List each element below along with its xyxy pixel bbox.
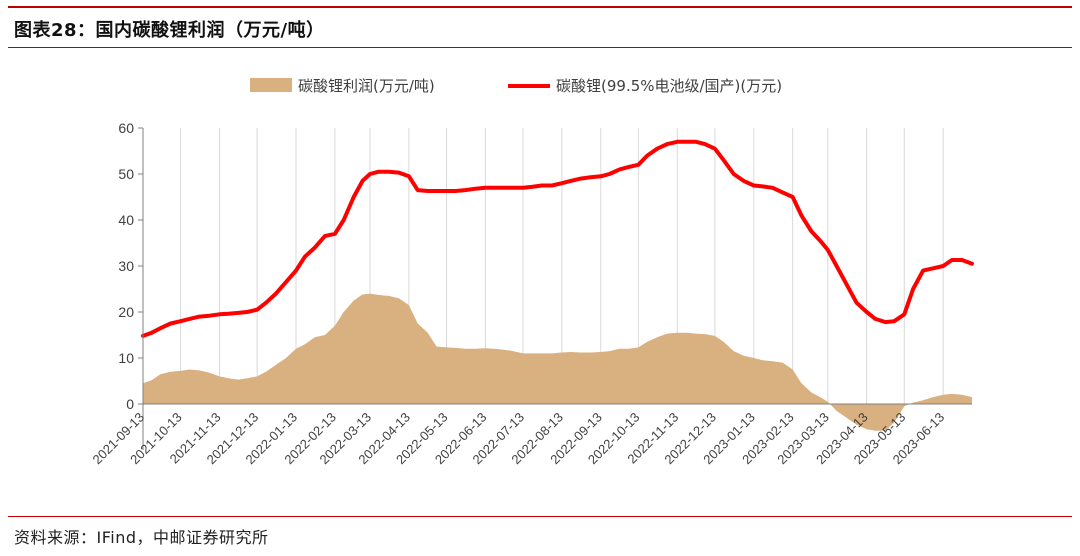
y-tick-label: 0 [126,396,134,412]
y-tick-label: 30 [118,258,134,274]
legend-label-profit: 碳酸锂利润(万元/吨) [298,77,435,95]
y-tick-labels: 0 10 20 30 40 50 60 [118,120,134,412]
y-tick-label: 60 [118,120,134,136]
bottom-rule [8,516,1072,517]
axes [138,127,972,450]
profit-area [143,293,972,431]
y-tick-label: 10 [118,350,134,366]
profit-area-layer [143,293,972,431]
source-note: 资料来源：IFind，中邮证券研究所 [14,528,269,547]
y-tick-label: 50 [118,166,134,182]
y-tick-label: 20 [118,304,134,320]
title-rule [8,47,1072,48]
price-line-layer [141,139,974,338]
chart: 碳酸锂利润(万元/吨) 碳酸锂(99.5%电池级/国产)(万元) 0 10 20 30… [89,77,974,468]
top-rule [8,6,1072,8]
price-line [141,139,974,338]
legend-swatch-profit [250,78,292,92]
x-tick-labels: 2021-09-132021-10-132021-11-132021-12-13… [89,410,947,468]
y-tick-label: 40 [118,212,134,228]
legend: 碳酸锂利润(万元/吨) 碳酸锂(99.5%电池级/国产)(万元) [250,77,782,95]
legend-label-price: 碳酸锂(99.5%电池级/国产)(万元) [556,77,782,95]
figure-title: 图表28：国内碳酸锂利润（万元/吨） [14,20,325,41]
